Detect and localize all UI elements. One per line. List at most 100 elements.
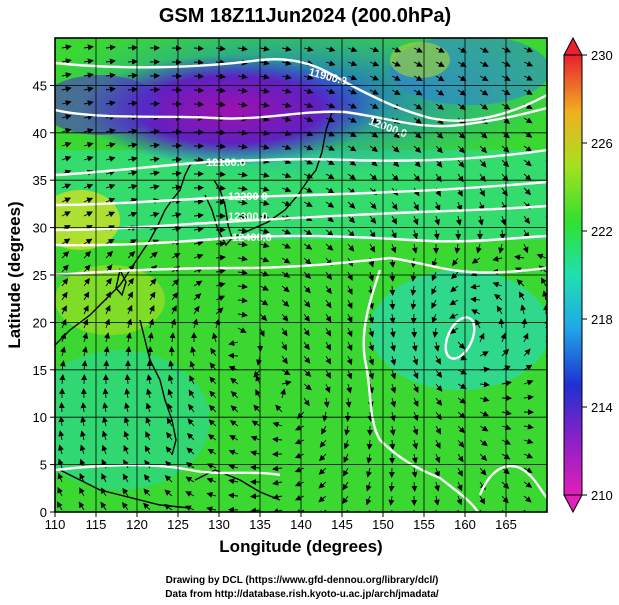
wind-arrow — [149, 128, 160, 135]
wind-arrow — [170, 318, 177, 329]
wind-arrow — [168, 360, 175, 371]
wind-arrow — [237, 143, 248, 150]
wind-arrow — [325, 145, 335, 151]
wind-arrow — [523, 89, 533, 95]
wind-arrow — [478, 332, 485, 343]
wind-arrow — [250, 435, 261, 442]
wind-arrow — [523, 379, 534, 386]
wind-arrow — [124, 374, 131, 385]
wind-arrow — [435, 383, 443, 392]
y-tick-label: 25 — [33, 268, 47, 283]
wind-arrow — [498, 318, 505, 329]
wind-arrow — [259, 101, 270, 108]
wind-arrow — [83, 238, 93, 245]
colorbar-tick-label: 210 — [591, 488, 613, 503]
wind-arrow — [391, 215, 398, 225]
wind-arrow — [523, 452, 534, 459]
wind-arrow — [479, 467, 487, 476]
wind-arrow — [272, 479, 283, 486]
wind-arrow — [391, 89, 401, 96]
colorbar-tick-label: 214 — [591, 400, 613, 415]
wind-arrow — [214, 318, 221, 329]
wind-arrow — [259, 256, 270, 263]
wind-arrow — [523, 60, 534, 67]
wind-arrow — [368, 271, 375, 282]
contour-label-12100: 12100.0 — [206, 157, 246, 169]
wind-arrow — [479, 495, 486, 505]
wind-arrow — [215, 143, 226, 150]
wind-arrow — [83, 86, 94, 93]
wind-arrow — [82, 332, 89, 343]
x-tick-label: 140 — [290, 517, 312, 532]
wind-arrow — [127, 86, 138, 93]
wind-arrow — [431, 313, 438, 324]
wind-arrow — [536, 253, 547, 260]
wind-arrow — [523, 364, 533, 371]
wind-arrow — [433, 495, 440, 506]
wind-arrow — [237, 227, 248, 234]
wind-arrow — [259, 242, 270, 249]
wind-arrow — [303, 397, 310, 407]
wind-arrow — [518, 291, 525, 301]
wind-arrow — [325, 60, 336, 67]
wind-arrow — [343, 453, 349, 464]
wind-arrow — [105, 142, 116, 148]
wind-arrow — [281, 380, 292, 387]
wind-arrow — [59, 374, 66, 385]
wind-arrow — [325, 187, 335, 194]
wind-arrow — [122, 487, 129, 497]
contour-label-12400: 12400.0 — [232, 232, 272, 244]
wind-arrow — [389, 439, 396, 450]
wind-arrow — [523, 394, 534, 401]
wind-arrow — [368, 369, 375, 380]
wind-arrow — [369, 46, 380, 53]
y-axis-label: Latitude (degrees) — [5, 201, 24, 348]
wind-arrow — [101, 444, 108, 455]
wind-arrow — [470, 296, 481, 303]
wind-arrow — [83, 128, 94, 134]
japan-coastline — [231, 111, 333, 239]
wind-arrow — [83, 305, 89, 315]
wind-arrow — [193, 45, 204, 52]
wind-arrow — [100, 487, 107, 497]
wind-arrow — [281, 186, 292, 193]
wind-arrow — [192, 318, 199, 329]
wind-arrow — [457, 75, 467, 82]
wind-arrow — [127, 44, 138, 51]
wind-arrow — [105, 183, 116, 190]
wind-arrow — [230, 391, 239, 399]
wind-arrow — [303, 383, 312, 391]
wind-arrow — [323, 397, 330, 408]
wind-arrow — [148, 304, 155, 315]
wind-arrow — [127, 251, 136, 259]
wind-arrow — [457, 159, 465, 168]
wind-arrow — [166, 417, 173, 427]
wind-arrow — [61, 44, 72, 51]
wind-arrow — [479, 145, 488, 154]
wind-arrow — [369, 75, 380, 81]
wind-arrow — [145, 416, 152, 427]
map-plot-area: 11900.0 12000.0 12100.0 12200.0 12300.0 … — [54, 37, 548, 513]
wind-arrow — [207, 434, 217, 441]
wind-arrow — [123, 430, 130, 441]
wind-arrow — [61, 251, 70, 259]
wind-arrow — [542, 290, 547, 301]
wind-arrow — [281, 243, 291, 249]
wind-arrow — [105, 169, 116, 176]
wind-arrow — [294, 425, 305, 431]
wind-arrow — [80, 402, 87, 413]
wind-arrow — [412, 439, 418, 450]
wind-arrow — [410, 313, 417, 324]
wind-arrow — [477, 215, 484, 226]
wind-arrow — [228, 340, 239, 346]
wind-arrow — [413, 47, 423, 53]
wind-arrow — [365, 481, 372, 492]
wind-arrow — [127, 184, 138, 190]
wind-arrow — [325, 341, 332, 351]
wind-arrow — [228, 352, 239, 359]
wind-arrow — [165, 446, 173, 455]
wind-arrow — [105, 58, 116, 65]
wind-arrow — [281, 313, 289, 322]
wind-arrow — [303, 102, 314, 109]
x-axis-ticks: 110 115 120 125 130 135 140 145 150 155 160 165 — [45, 512, 517, 532]
